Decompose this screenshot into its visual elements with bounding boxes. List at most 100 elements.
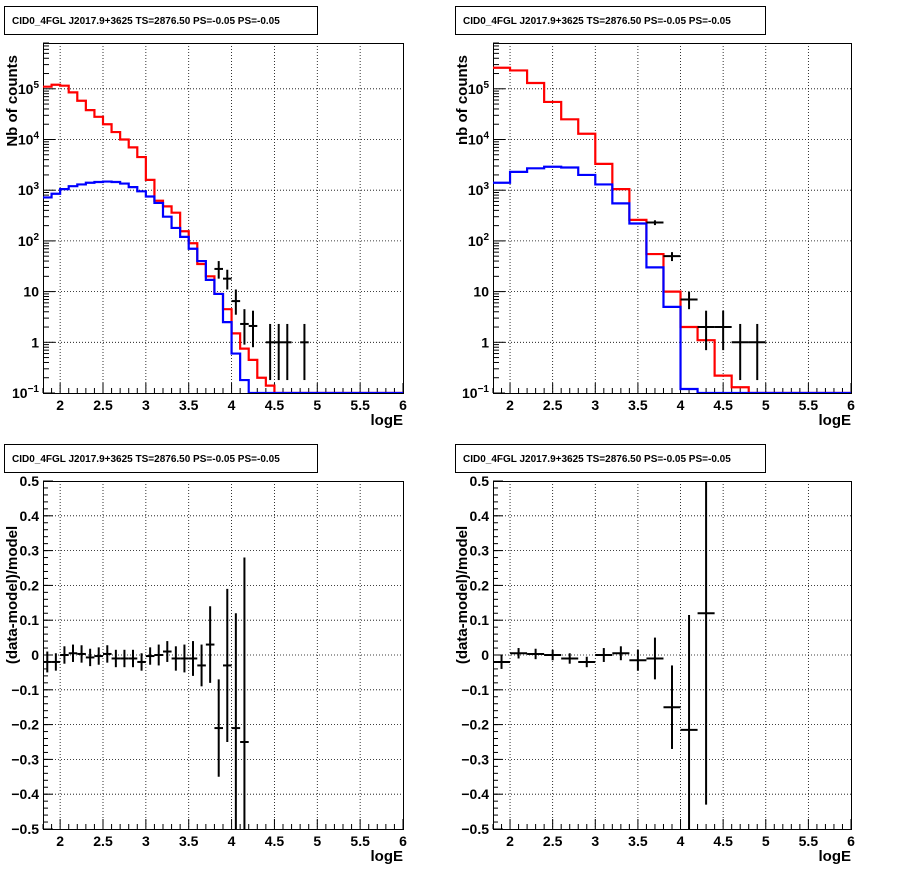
residual-point [697,481,715,805]
data-point [231,289,241,315]
x-tick-label: 2.5 [543,833,563,849]
y-tick-label: 102 [18,232,40,249]
y-axis-label: (data-model)/model [4,526,21,664]
y-tick-label: −0.1 [11,682,39,698]
title-box [4,6,318,35]
residual-point [214,679,223,777]
y-tick-label: 10 [473,284,489,300]
data-point [240,309,249,345]
data-point [283,323,292,381]
x-tick-label: 2.5 [543,397,563,413]
x-tick-label: 2 [56,833,64,849]
y-tick-label: 0.4 [470,508,490,524]
data-point [680,291,698,310]
y-tick-label: 0.3 [20,543,40,559]
residual-point [111,649,121,668]
y-tick-label: 0.2 [20,577,40,593]
x-tick-label: 2 [56,397,64,413]
total-model-histogram [43,83,403,393]
x-tick-label: 4.5 [713,397,733,413]
y-tick-label: 0.1 [470,612,490,628]
y-tick-label: 10 [23,284,39,300]
x-tick-label: 3.5 [179,397,199,413]
x-tick-label: 2 [506,833,514,849]
residual-point [145,647,155,665]
data-point [274,323,283,381]
chart-panel-4: CID0_4FGL J2017.9+3625 TS=2876.50 PS=-0.… [454,444,855,865]
residual-point [120,649,129,668]
residual-point [493,655,511,669]
residual-point [510,648,528,659]
y-tick-label: −0.5 [461,821,489,837]
y-tick-label: 0.5 [20,473,40,489]
data-point [697,310,715,351]
x-tick-label: 5.5 [350,833,370,849]
data-point [248,310,258,348]
y-tick-label: 0 [481,647,489,663]
x-tick-label: 3 [591,833,599,849]
title-box [4,444,318,473]
data-point [214,261,223,279]
x-axis-label: logE [819,412,852,429]
chart-panel-2: CID0_4FGL J2017.9+3625 TS=2876.50 PS=-0.… [454,6,855,429]
y-axis-label: (data-model)/model [454,526,471,664]
y-tick-label: 105 [468,80,490,97]
x-tick-label: 5 [762,397,770,413]
y-tick-label: −0.5 [11,821,39,837]
residual-point [128,649,138,668]
residual-point [188,641,198,676]
residual-point [154,644,163,666]
y-tick-label: 103 [18,181,40,198]
x-axis-label: logE [819,848,852,865]
x-tick-label: 4.5 [265,833,285,849]
chart-panel-1: CID0_4FGL J2017.9+3625 TS=2876.50 PS=-0.… [4,6,407,429]
y-tick-label: 1 [31,334,39,350]
y-tick-label: 104 [468,130,490,147]
x-axis-label: logE [371,412,404,429]
x-axis-label: logE [371,848,404,865]
chart-title: CID0_4FGL J2017.9+3625 TS=2876.50 PS=-0.… [463,16,731,27]
residual-point [240,557,249,829]
plot-frame [43,43,404,394]
residual-point [629,649,647,671]
y-tick-label: −0.2 [11,717,39,733]
y-tick-label: −0.3 [461,751,489,767]
data-point [223,269,232,290]
residual-point [103,645,112,663]
x-tick-label: 4 [677,833,685,849]
x-tick-label: 5.5 [799,397,819,413]
data-point [646,220,664,226]
y-tick-label: 0.3 [470,543,490,559]
residual-point [544,649,562,661]
x-tick-label: 5.5 [799,833,819,849]
y-tick-label: 10−1 [12,384,39,401]
plot-area [43,557,249,829]
residual-point [163,641,172,662]
y-tick-label: 0.1 [20,612,40,628]
x-tick-label: 2 [506,397,514,413]
x-tick-label: 5.5 [350,397,370,413]
x-tick-label: 3.5 [179,833,199,849]
plot-frame [493,43,852,394]
chart-title: CID0_4FGL J2017.9+3625 TS=2876.50 PS=-0.… [463,454,731,465]
title-box [455,444,766,473]
data-point [265,323,275,381]
plot-area [493,481,715,829]
data-point [714,310,732,351]
residual-point [205,606,215,683]
chart-panel-3: CID0_4FGL J2017.9+3625 TS=2876.50 PS=-0.… [4,444,407,865]
x-tick-label: 3.5 [628,397,648,413]
y-tick-label: 0.2 [470,577,490,593]
residual-point [180,644,189,673]
residual-point [51,653,61,671]
y-tick-label: −0.2 [461,717,489,733]
plot-area [43,83,403,393]
residual-point [578,656,596,668]
x-tick-label: 6 [847,397,855,413]
x-tick-label: 3 [142,833,150,849]
x-tick-label: 6 [399,833,407,849]
y-tick-label: 103 [468,181,490,198]
y-axis-label: Nb of counts [4,55,21,147]
data-point [748,323,766,381]
